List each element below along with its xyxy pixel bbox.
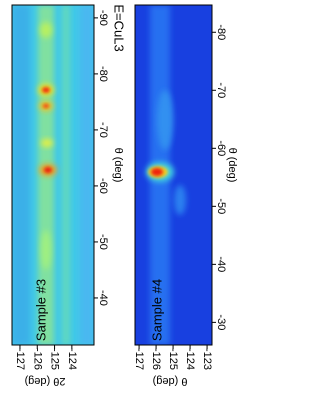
y-tick-label: -40 [215,256,227,272]
heatmap-image [135,5,212,345]
y-tick-label: -30 [215,314,227,330]
y-tick-label: -80 [215,24,227,40]
x-tick-label: -127 [133,348,145,370]
x-tick-label: -125 [49,348,61,370]
y-tick-label: -50 [215,198,227,214]
y-tick-label: -70 [215,82,227,98]
y-tick-label: -40 [97,290,109,306]
x-axis-label: θ (deg) [153,375,188,387]
figure: -90 -80 -70 -60 -50 -40 -127 -126 -125 -124 θ (deg… [11,4,238,387]
annotation: Sample #4 [149,279,164,341]
y-tick-label: -90 [97,10,109,26]
x-tick-label: -126 [31,348,43,370]
plot-frame [11,4,95,346]
annotation: Sample #3 [33,279,48,341]
y-tick-label: -50 [97,234,109,250]
x-tick-label: -123 [201,348,213,370]
x-tick-label: -126 [150,348,162,370]
y-tick-label: -60 [215,140,227,156]
x-axis-label: 2θ (deg) [25,375,66,387]
x-tick-label: -124 [66,348,78,370]
x-tick-label: -125 [167,348,179,370]
y-tick-label: -70 [97,122,109,138]
y-tick-label: -80 [97,66,109,82]
heatmap-image [12,5,94,345]
y-axis-label: θ (deg) [112,148,124,183]
y-axis-label: θ (deg) [226,148,238,183]
figure-label: E=CuL3 [112,4,127,51]
x-tick-label: -127 [14,348,26,370]
y-tick-label: -60 [97,178,109,194]
x-tick-label: -124 [184,348,196,370]
